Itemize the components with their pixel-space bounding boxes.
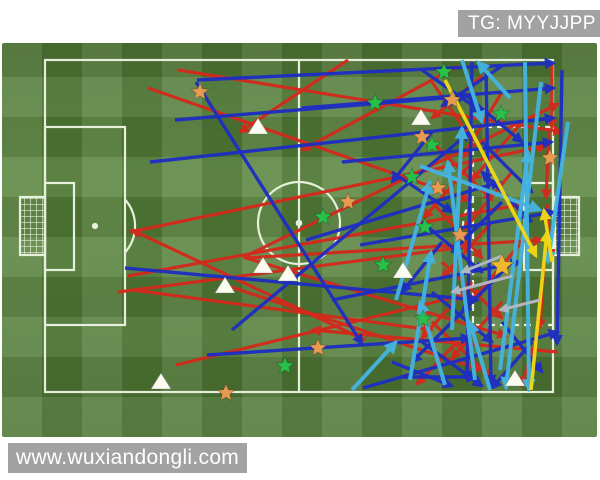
white-triangle-marker — [504, 369, 526, 387]
green-star-marker — [434, 61, 454, 81]
blue-arrow — [362, 328, 561, 390]
white-triangle-marker — [252, 256, 274, 274]
orange-star-marker — [450, 224, 470, 244]
yellow-arrow — [529, 229, 553, 391]
red-arrow — [300, 64, 459, 152]
blue-arrow — [490, 340, 534, 390]
green-star-marker — [402, 166, 422, 186]
event-markers — [150, 61, 560, 402]
cyan-arrow — [394, 179, 434, 301]
tag-text: TG: MYYJJPP — [468, 12, 596, 34]
blue-arrow — [206, 332, 473, 357]
blue-arrow — [301, 82, 557, 110]
orange-star-marker — [216, 382, 236, 402]
white-triangle-marker — [392, 261, 414, 279]
orange-star-marker — [412, 126, 432, 146]
big-yellow-star-marker — [489, 252, 515, 277]
red-arrow — [245, 235, 545, 260]
green-star-marker — [491, 103, 511, 123]
blue-arrow — [391, 360, 455, 388]
white-triangle-marker — [410, 108, 432, 126]
red-arrow — [117, 241, 475, 294]
orange-star-marker — [338, 191, 358, 211]
cyan-arrow — [350, 339, 398, 392]
blue-arrow — [430, 290, 494, 344]
green-star-marker — [313, 206, 333, 226]
green-star-marker — [365, 92, 385, 112]
gray-arrow — [450, 274, 513, 295]
white-triangle-marker — [247, 117, 269, 135]
left-goal-area — [43, 181, 76, 272]
blue-arrow — [196, 57, 557, 82]
orange-star-marker — [442, 89, 462, 109]
center-spot — [295, 219, 303, 227]
red-arrow — [440, 260, 504, 320]
watermark-tag-top-right: TG: MYYJJPP — [458, 10, 600, 37]
orange-star-marker — [540, 147, 560, 167]
cyan-arrow — [419, 164, 543, 213]
cyan-arrow — [522, 61, 536, 393]
cyan-arrow — [460, 59, 486, 125]
cyan-arrow — [498, 149, 534, 371]
red-arrow — [129, 142, 549, 234]
blue-arrow — [124, 266, 481, 305]
watermark-site-bottom-left: www.wuxiandongli.com — [8, 443, 247, 473]
center-circle — [256, 180, 342, 266]
orange-star-marker — [428, 177, 448, 197]
cyan-arrow — [466, 319, 492, 391]
white-triangle-marker — [150, 372, 172, 390]
left-penalty-box — [43, 125, 127, 327]
left-penalty-spot — [91, 222, 99, 230]
blue-arrow — [341, 137, 555, 164]
green-star-marker — [415, 216, 435, 236]
blue-arrow — [484, 65, 497, 387]
green-star-marker — [275, 355, 295, 375]
cyan-arrow — [476, 59, 512, 100]
blue-arrow — [305, 179, 503, 242]
red-arrow — [422, 160, 474, 220]
gray-arrow — [498, 298, 541, 313]
red-arrow — [130, 228, 366, 342]
left-penalty-arc — [124, 198, 137, 254]
orange-star-marker — [308, 337, 328, 357]
site-text: www.wuxiandongli.com — [16, 446, 240, 469]
green-star-marker — [373, 254, 393, 274]
orange-star-marker — [190, 81, 210, 101]
red-arrow — [132, 288, 435, 335]
gray-arrow — [460, 254, 503, 274]
yellow-arrow — [443, 79, 538, 259]
left-goal-net — [18, 195, 47, 257]
white-triangle-marker — [214, 276, 236, 294]
green-star-marker — [413, 308, 433, 328]
blue-arrow — [551, 69, 564, 347]
blue-arrow — [230, 130, 472, 332]
blue-arrow — [420, 220, 484, 274]
blue-arrow — [450, 200, 504, 254]
white-triangle-marker — [277, 264, 299, 282]
